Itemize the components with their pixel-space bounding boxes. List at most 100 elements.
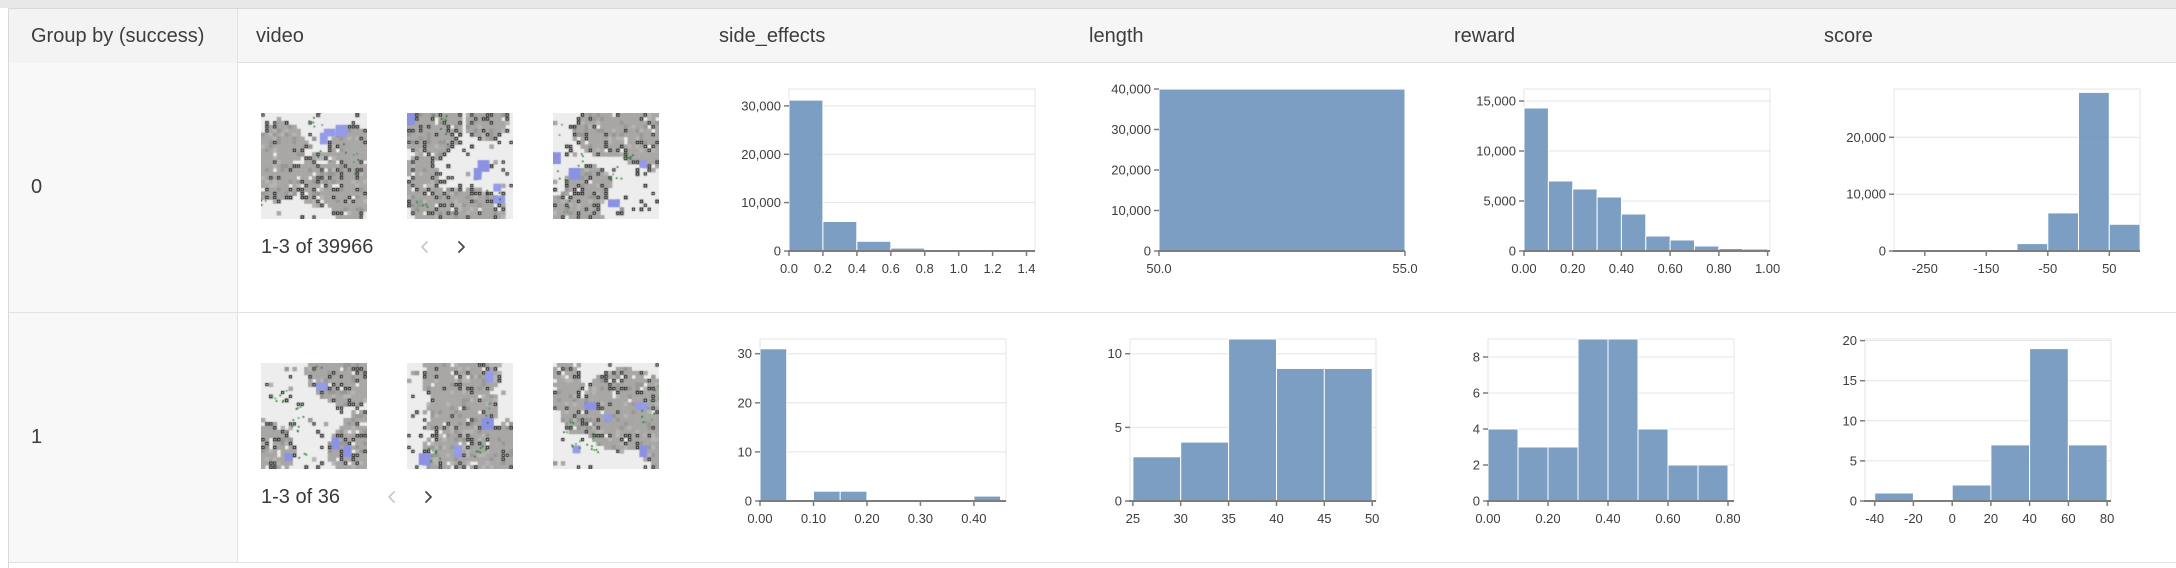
histogram-length[interactable]: 50.0 55.0 0 10,000 20,000 30,000 40,000 <box>1102 75 1442 285</box>
svg-text:1.4: 1.4 <box>1017 261 1035 276</box>
group-value: 1 <box>31 426 43 448</box>
svg-text:0: 0 <box>774 244 781 259</box>
svg-text:15,000: 15,000 <box>1476 94 1516 109</box>
svg-text:20: 20 <box>1843 333 1857 348</box>
pagination-label: 1-3 of 39966 <box>261 235 374 258</box>
svg-text:20,000: 20,000 <box>1111 163 1151 178</box>
histogram-reward[interactable]: 0.00 0.20 0.40 0.60 0.80 1.00 0 5,000 10,000 15,0… <box>1467 75 1807 285</box>
pagination-label: 1-3 of 36 <box>261 485 340 508</box>
svg-text:30,000: 30,000 <box>741 98 781 113</box>
video-thumbnail[interactable] <box>261 113 367 219</box>
svg-text:20,000: 20,000 <box>1846 130 1886 145</box>
column-header-group-by-success[interactable]: Group by (success) <box>9 9 238 63</box>
video-thumbnail[interactable] <box>261 363 367 469</box>
svg-text:45: 45 <box>1317 511 1331 526</box>
svg-text:6: 6 <box>1473 386 1480 401</box>
svg-text:0.60: 0.60 <box>1655 511 1680 526</box>
svg-text:20: 20 <box>1984 511 1998 526</box>
svg-text:0.0: 0.0 <box>780 261 798 276</box>
svg-text:60: 60 <box>2061 511 2075 526</box>
svg-text:0.6: 0.6 <box>882 261 900 276</box>
pagination-prev-button[interactable] <box>381 486 403 508</box>
column-header-score[interactable]: score <box>1824 25 1873 47</box>
column-header-side-effects[interactable]: side_effects <box>719 25 826 47</box>
svg-text:25: 25 <box>1126 511 1140 526</box>
svg-text:0: 0 <box>1850 494 1857 509</box>
chevron-right-icon <box>425 491 432 503</box>
chevron-right-icon <box>458 241 466 253</box>
svg-text:10,000: 10,000 <box>1476 144 1516 159</box>
svg-text:50: 50 <box>1365 511 1379 526</box>
svg-text:0.40: 0.40 <box>1609 261 1634 276</box>
histogram-side-effects[interactable]: 0.0 0.2 0.4 0.6 0.8 1.0 1.2 1.4 0 10,000 20,000 30,… <box>732 75 1072 285</box>
column-header-reward[interactable]: reward <box>1454 25 1516 47</box>
table-row: 0 1-3 of 39966 0.0 0.2 0.4 0.6 0.8 1.0 1.2 1.4 0… <box>9 63 2176 313</box>
svg-text:-50: -50 <box>2038 261 2057 276</box>
video-thumbnail[interactable] <box>407 113 513 219</box>
pagination-next-button[interactable] <box>417 486 439 508</box>
histogram-score[interactable]: -250 -150 -50 50 0 10,000 20,000 <box>1837 75 2176 285</box>
svg-text:10: 10 <box>1843 413 1857 428</box>
svg-text:0: 0 <box>745 494 752 509</box>
svg-text:40: 40 <box>1269 511 1283 526</box>
svg-text:40,000: 40,000 <box>1111 82 1151 97</box>
svg-text:0.20: 0.20 <box>1560 261 1585 276</box>
svg-text:40: 40 <box>2022 511 2036 526</box>
svg-text:1.0: 1.0 <box>950 261 968 276</box>
pagination: 1-3 of 39966 <box>261 233 479 261</box>
video-thumbnail[interactable] <box>553 363 659 469</box>
histogram-length[interactable]: 25 30 35 40 45 50 0 5 10 <box>1102 325 1442 535</box>
svg-text:0.2: 0.2 <box>814 261 832 276</box>
group-value: 0 <box>31 176 43 198</box>
svg-text:20,000: 20,000 <box>741 147 781 162</box>
video-thumbnail[interactable] <box>553 113 659 219</box>
svg-text:0.4: 0.4 <box>848 261 866 276</box>
svg-text:0.30: 0.30 <box>908 511 933 526</box>
svg-text:0.00: 0.00 <box>747 511 772 526</box>
svg-text:35: 35 <box>1221 511 1235 526</box>
svg-text:0.10: 0.10 <box>801 511 826 526</box>
svg-text:1.00: 1.00 <box>1755 261 1780 276</box>
svg-text:10,000: 10,000 <box>1846 187 1886 202</box>
svg-text:0: 0 <box>1509 244 1516 259</box>
svg-text:5: 5 <box>1850 453 1857 468</box>
svg-text:0.20: 0.20 <box>854 511 879 526</box>
svg-text:0.40: 0.40 <box>1595 511 1620 526</box>
svg-text:-150: -150 <box>1973 261 1999 276</box>
histogram-score[interactable]: -40 -20 0 20 40 60 80 0 5 10 15 20 <box>1837 325 2176 535</box>
svg-text:0.80: 0.80 <box>1715 511 1740 526</box>
svg-text:5,000: 5,000 <box>1483 194 1516 209</box>
svg-text:50.0: 50.0 <box>1146 261 1171 276</box>
svg-text:-20: -20 <box>1904 511 1923 526</box>
svg-text:10,000: 10,000 <box>741 195 781 210</box>
svg-text:30: 30 <box>738 346 752 361</box>
histogram-reward[interactable]: 0.00 0.20 0.40 0.60 0.80 0 2 4 6 8 <box>1467 325 1807 535</box>
svg-text:50: 50 <box>2102 261 2116 276</box>
svg-text:4: 4 <box>1473 422 1480 437</box>
svg-text:0.20: 0.20 <box>1535 511 1560 526</box>
svg-text:0: 0 <box>1879 244 1886 259</box>
svg-text:0: 0 <box>1115 494 1122 509</box>
column-header-video[interactable]: video <box>256 25 304 47</box>
svg-text:5: 5 <box>1115 420 1122 435</box>
svg-text:30: 30 <box>1173 511 1187 526</box>
svg-text:0.8: 0.8 <box>916 261 934 276</box>
histogram-side-effects[interactable]: 0.00 0.10 0.20 0.30 0.40 0 10 20 30 <box>732 325 1072 535</box>
chevron-left-icon <box>421 241 429 253</box>
svg-text:0.00: 0.00 <box>1511 261 1536 276</box>
svg-text:0: 0 <box>1949 511 1956 526</box>
svg-text:55.0: 55.0 <box>1392 261 1417 276</box>
svg-text:20: 20 <box>738 395 752 410</box>
svg-text:2: 2 <box>1473 458 1480 473</box>
svg-text:8: 8 <box>1473 350 1480 365</box>
pagination-next-button[interactable] <box>450 236 472 258</box>
svg-text:0: 0 <box>1473 494 1480 509</box>
group-value-cell: 1 <box>9 313 238 562</box>
pagination-prev-button[interactable] <box>414 236 436 258</box>
table-row: 1 1-3 of 36 0.00 0.10 0.20 0.30 0.40 0 10 20 30 … <box>9 313 2176 563</box>
svg-text:1.2: 1.2 <box>984 261 1002 276</box>
video-thumbnail[interactable] <box>407 363 513 469</box>
pagination: 1-3 of 36 <box>261 483 446 511</box>
svg-text:0: 0 <box>1144 244 1151 259</box>
column-header-length[interactable]: length <box>1089 25 1144 47</box>
